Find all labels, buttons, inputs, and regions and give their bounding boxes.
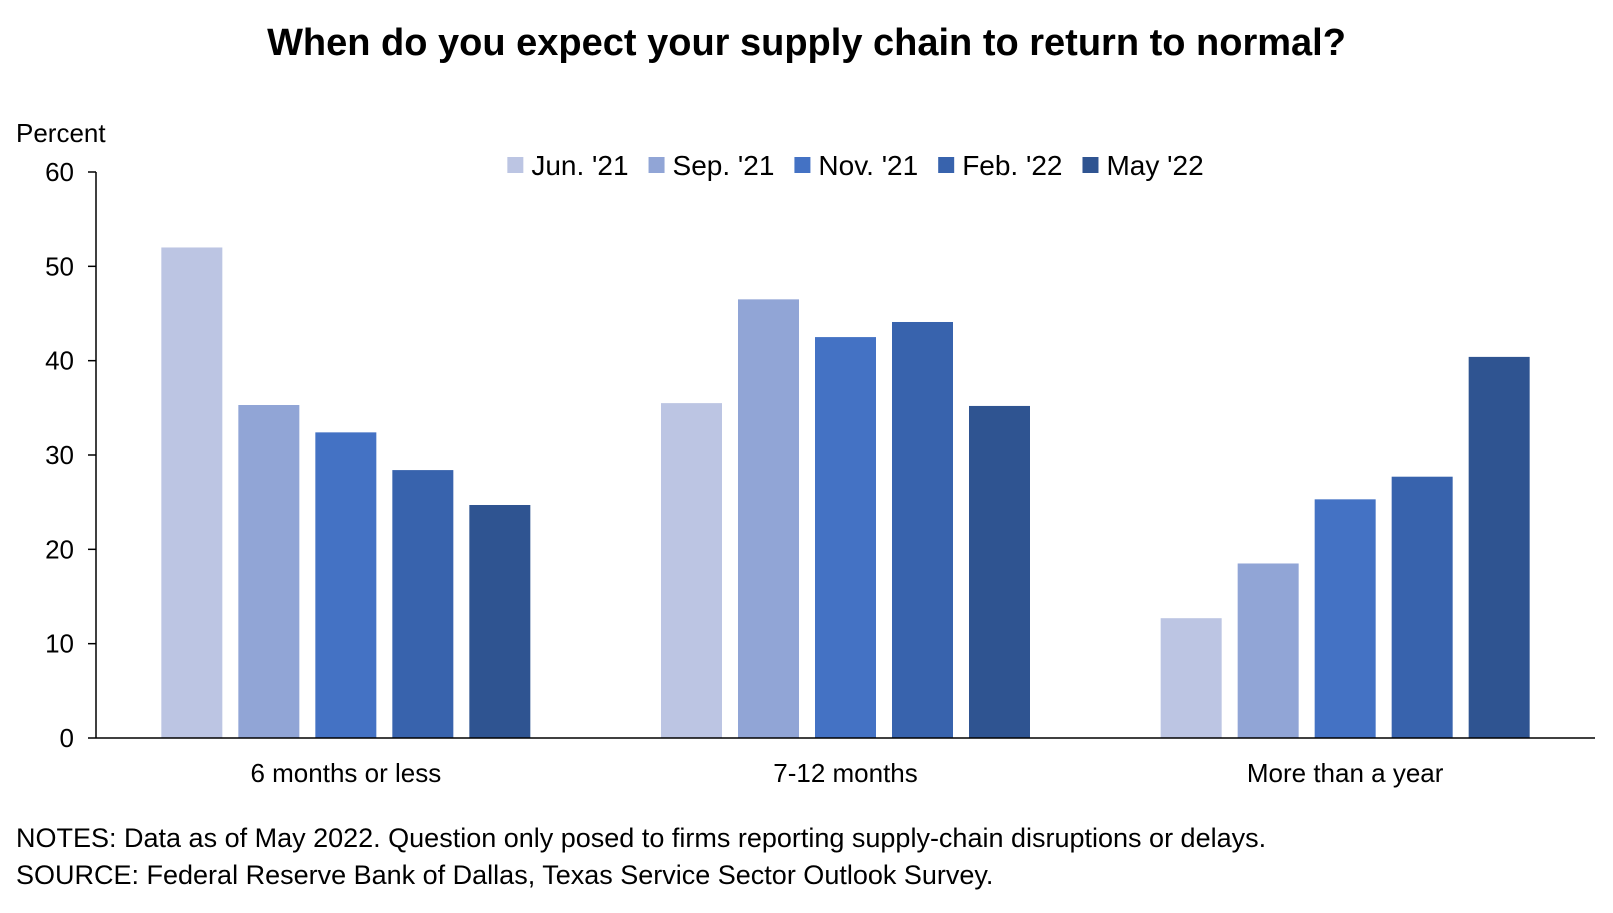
bars-group — [161, 247, 1530, 738]
x-tick-label: 6 months or less — [250, 758, 441, 788]
y-axis-label: Percent — [16, 118, 106, 148]
bar — [392, 470, 454, 738]
bar — [1160, 618, 1222, 738]
bar — [969, 405, 1030, 738]
y-tick-label: 0 — [60, 723, 74, 753]
legend: Jun. '21 Sep. '21 Nov. '21 Feb. '22 May '22 — [507, 150, 1204, 181]
bar — [1314, 499, 1376, 738]
y-tick-label: 60 — [45, 157, 74, 187]
bar — [738, 299, 799, 738]
legend-label: Feb. '22 — [962, 150, 1062, 181]
legend-label: May '22 — [1106, 150, 1203, 181]
x-tick-label: More than a year — [1247, 758, 1444, 788]
y-tick-label: 40 — [45, 346, 74, 376]
legend-swatch — [938, 157, 955, 173]
bar — [1468, 356, 1530, 738]
bar — [1391, 476, 1453, 738]
bar — [469, 504, 531, 738]
bar — [892, 321, 953, 738]
legend-label: Nov. '21 — [818, 150, 918, 181]
bar — [238, 405, 300, 738]
x-tick-label: 7-12 months — [773, 758, 918, 788]
legend-label: Sep. '21 — [673, 150, 775, 181]
legend-swatch — [507, 157, 524, 173]
legend-swatch — [1082, 157, 1099, 173]
bar — [815, 337, 876, 738]
legend-label: Jun. '21 — [531, 150, 628, 181]
legend-swatch — [648, 157, 665, 173]
y-tick-label: 20 — [45, 534, 74, 564]
notes-block: NOTES: Data as of May 2022. Question onl… — [16, 820, 1266, 894]
bar — [1237, 563, 1299, 738]
chart-title: When do you expect your supply chain to … — [267, 22, 1346, 64]
source-text: SOURCE: Federal Reserve Bank of Dallas, … — [16, 860, 994, 890]
axes-group: 0 10 20 30 40 50 60 6 months or less 7-12 months… — [45, 157, 1595, 788]
y-tick-label: 30 — [45, 440, 74, 470]
bar — [661, 403, 722, 738]
bar — [315, 432, 377, 738]
legend-swatch — [794, 157, 811, 173]
bar — [161, 247, 223, 738]
y-tick-label: 10 — [45, 629, 74, 659]
notes-text: NOTES: Data as of May 2022. Question onl… — [16, 823, 1267, 853]
y-tick-label: 50 — [45, 251, 74, 281]
